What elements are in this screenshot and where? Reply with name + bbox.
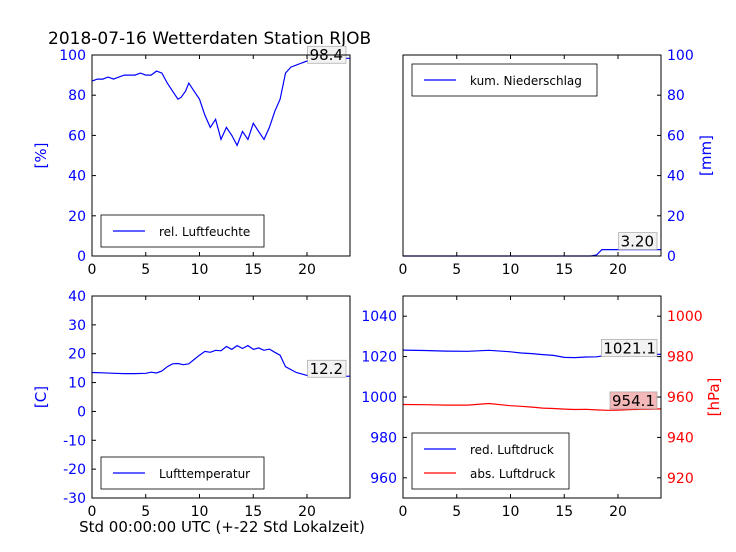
plot-frame (91, 54, 351, 257)
y2-tick-label: 1000 (667, 309, 703, 325)
plot-frame (91, 295, 351, 499)
chart-title: 2018-07-16 Wetterdaten Station RJOB (48, 29, 371, 49)
y-tick-label: 30 (68, 318, 86, 334)
annotation-box (609, 391, 658, 410)
y-tick-label: -10 (63, 433, 86, 449)
y-tick-label: 100 (667, 48, 694, 64)
x-tick-label: 20 (298, 504, 316, 520)
y-tick-label: 980 (370, 430, 397, 446)
y-tick-label: 80 (667, 88, 685, 104)
annotation-label: 3.20 (621, 233, 654, 251)
y-tick-label: 1000 (361, 390, 397, 406)
x-tick-label: 15 (244, 262, 262, 278)
x-tick-label: 5 (452, 504, 461, 520)
annotation-label: 1021.1 (603, 339, 656, 357)
y-tick-label: 60 (667, 128, 685, 144)
y-axis-label: [mm] (697, 135, 715, 176)
panel-bottom-right: 0 5 10 15 20 960 980 1000 1020 1040 920 940 960 980 10… (361, 295, 723, 520)
panel-bottom-left: 0 5 10 15 20 -30 -20 -10 0 10 20 30 40 [C] 12.2 Lufttem… (32, 289, 351, 520)
y-tick-label: 10 (68, 376, 86, 392)
y-tick-label: 0 (77, 249, 86, 265)
y-tick-label: 100 (59, 48, 86, 64)
x-tick-label: 5 (452, 262, 461, 278)
legend-label: kum. Niederschlag (470, 74, 582, 88)
legend-label: red. Luftdruck (470, 443, 554, 457)
annotation-label: 954.1 (612, 392, 655, 410)
x-axis-label: Std 00:00:00 UTC (+-22 Std Lokalzeit) (79, 518, 365, 536)
y-tick-label: 0 (667, 249, 676, 265)
y-tick-label: 40 (68, 169, 86, 185)
series-line-rel-luftfeuchte (91, 57, 351, 147)
y-tick-label: 1020 (361, 350, 397, 366)
y2-tick-label: 980 (667, 350, 694, 366)
legend-box (411, 432, 570, 490)
y-axis-label: [hPa] (705, 378, 723, 417)
y-tick-label: 1040 (361, 309, 397, 325)
y-tick-label: 0 (77, 404, 86, 420)
y-tick-label: 20 (68, 209, 86, 225)
y-axis-label: [%] (32, 143, 50, 169)
annotation-box (601, 339, 658, 357)
y-tick-label: 20 (667, 209, 685, 225)
x-tick-label: 20 (609, 262, 627, 278)
y-tick-label: 20 (68, 347, 86, 363)
y2-tick-label: 940 (667, 430, 694, 446)
x-tick-label: 10 (191, 262, 209, 278)
y-tick-label: 960 (370, 471, 397, 487)
x-tick-label: 20 (609, 504, 627, 520)
legend-label: Lufttemperatur (159, 467, 250, 481)
x-tick-label: 0 (88, 262, 97, 278)
annotation-box (618, 232, 658, 250)
x-tick-label: 15 (555, 262, 573, 278)
y-axis-label: [C] (32, 386, 50, 408)
x-tick-label: 15 (244, 504, 262, 520)
y-tick-label: 60 (68, 128, 86, 144)
annotation-label: 12.2 (310, 360, 343, 378)
y-tick-label: 80 (68, 88, 86, 104)
y-tick-label: -20 (63, 462, 86, 478)
y-tick-label: -30 (63, 491, 86, 507)
series-line-lufttemperatur (91, 344, 351, 378)
x-tick-label: 5 (141, 262, 150, 278)
y-tick-label: 40 (68, 289, 86, 305)
y2-tick-label: 920 (667, 471, 694, 487)
panel-top-right: 0 5 10 15 20 0 20 40 60 80 100 [mm] 3.20 kum. Nieders… (399, 48, 715, 278)
x-tick-label: 20 (298, 262, 316, 278)
plot-frame (402, 54, 662, 257)
plot-frame (402, 295, 662, 499)
x-tick-label: 10 (502, 262, 520, 278)
annotation-box (307, 359, 347, 378)
x-tick-label: 0 (88, 504, 97, 520)
x-tick-label: 15 (555, 504, 573, 520)
legend-label: abs. Luftdruck (470, 467, 555, 481)
x-tick-label: 5 (141, 504, 150, 520)
series-line-abs-luftdruck (402, 402, 662, 411)
y-tick-label: 40 (667, 169, 685, 185)
x-tick-label: 10 (191, 504, 209, 520)
legend-label: rel. Luftfeuchte (159, 225, 250, 239)
x-tick-label: 0 (399, 504, 408, 520)
x-tick-label: 10 (502, 504, 520, 520)
x-tick-label: 0 (399, 262, 408, 278)
y2-tick-label: 960 (667, 390, 694, 406)
